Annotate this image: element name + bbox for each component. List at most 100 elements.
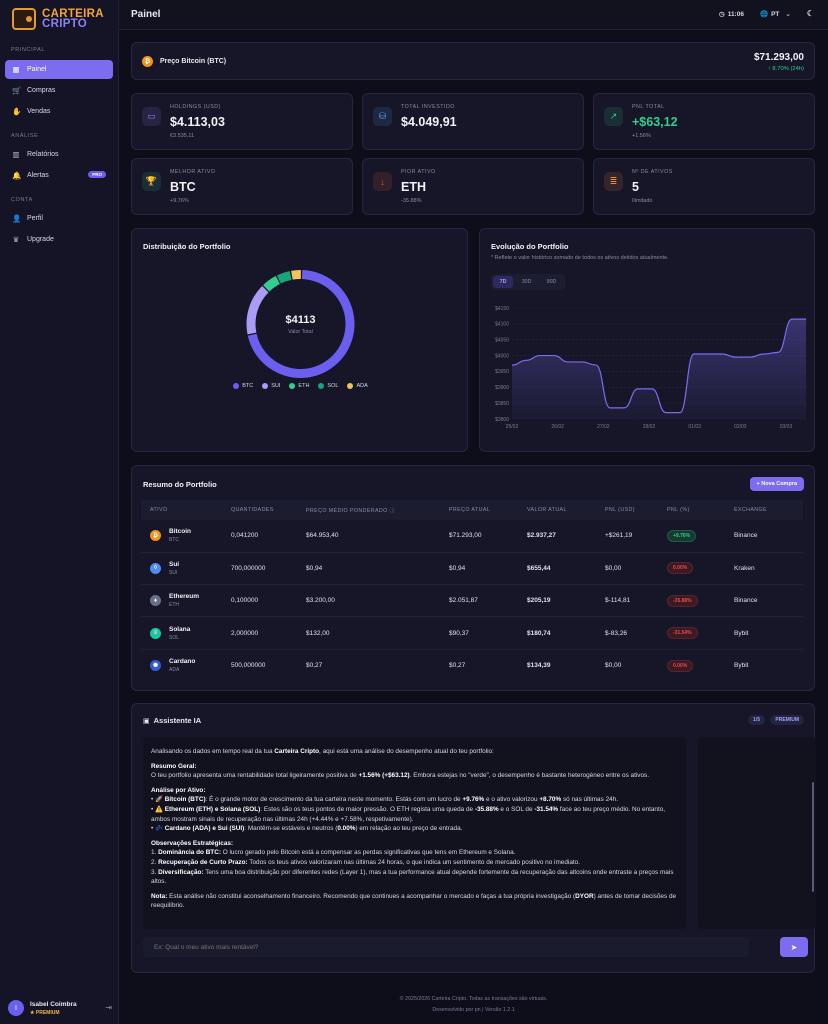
legend-item[interactable]: SUI xyxy=(262,383,280,389)
cell-avg-price: $64.953,40 xyxy=(306,520,449,553)
cart-icon: 🛒 xyxy=(12,86,22,95)
stat-label: PIOR ATIVO xyxy=(401,169,436,175)
legend-dot xyxy=(347,383,354,389)
nav-section-conta: CONTA xyxy=(11,197,33,203)
user-profile[interactable]: I Isabel Coimbra ★ PREMIUM ⇥ xyxy=(8,998,114,1018)
bitcoin-icon: ₿ xyxy=(150,530,161,542)
ai-disclaimer: Nota: Esta análise não constitui aconsel… xyxy=(151,892,677,910)
range-90d-button[interactable]: 90D xyxy=(546,279,557,285)
cell-exchange: Bybit xyxy=(734,616,803,650)
cell-exchange: Bybit xyxy=(734,662,749,670)
sidebar-item-painel[interactable]: ▦ Painel xyxy=(5,60,113,79)
send-icon: ➤ xyxy=(790,942,798,952)
range-30d-button[interactable]: 30D xyxy=(521,279,532,285)
ai-response-panel[interactable]: Analisando os dados em tempo real da tua… xyxy=(143,737,686,929)
cell-quantity: 500,000000 xyxy=(231,662,266,670)
y-tick-label: $3800 xyxy=(495,417,509,423)
stat-card: ≣ Nº DE ATIVOS 5 Ilimitado xyxy=(593,158,815,215)
btc-price-change: ↑ 8.70% (24h) xyxy=(754,66,804,72)
sidebar-item-label: Vendas xyxy=(27,108,51,115)
sidebar-item-label: Relatórios xyxy=(27,151,59,158)
table-row[interactable]: ≡ Solana SOL 2,000000 $132,00 $90,37 $180,74 $-… xyxy=(141,616,803,650)
arrow-up-icon: ↑ xyxy=(767,66,773,72)
logo-text-line1: CARTEIRA xyxy=(42,8,104,20)
cell-exchange: Binance xyxy=(734,584,803,618)
ai-title: Assistente IA xyxy=(153,716,202,725)
asset-name: Ethereum xyxy=(169,593,199,601)
sidebar-item-perfil[interactable]: 👤 Perfil xyxy=(5,209,113,228)
x-tick-label: 02/03 xyxy=(734,424,747,430)
arrow-down-icon: ↓ xyxy=(373,172,392,191)
star-icon: ★ xyxy=(30,1009,36,1016)
x-tick-label: 28/02 xyxy=(643,424,656,430)
table-row[interactable]: ₿ Bitcoin BTC 0,041200 $64.953,40 $71.293,00 $… xyxy=(141,520,803,553)
legend-label: SOL xyxy=(327,383,339,389)
donut-slice-sol[interactable] xyxy=(276,271,292,284)
pnl-percent-badge: 0.00% xyxy=(667,659,694,672)
donut-slice-sui[interactable] xyxy=(246,286,269,335)
stat-sub: €3.535,11 xyxy=(170,133,195,139)
new-purchase-button[interactable]: + Nova Compra xyxy=(749,477,804,491)
cell-current-price: $2.051,87 xyxy=(449,584,527,618)
legend-item[interactable]: ETH xyxy=(289,383,309,389)
cell-quantity: 700,000000 xyxy=(231,552,306,586)
btc-change-text: 8.70% (24h) xyxy=(772,66,804,72)
ai-scrollbar[interactable] xyxy=(812,782,814,892)
nav-section-analise: ANÁLISE xyxy=(11,133,39,139)
table-row[interactable]: ◊ Sui SUI 700,000000 $0,94 $0,94 $655,44 $0,00 0… xyxy=(141,552,803,586)
chevron-down-icon: ⌄ xyxy=(785,10,791,18)
app-logo[interactable]: CARTEIRA CRIPTO xyxy=(12,8,104,30)
cell-pnl-usd: +$261,19 xyxy=(605,520,667,553)
donut-slice-eth[interactable] xyxy=(263,276,280,292)
sidebar-item-vendas[interactable]: ✋ Vendas xyxy=(5,102,113,121)
language-selector[interactable]: 🌐 PT ⌄ xyxy=(760,10,791,18)
logout-icon[interactable]: ⇥ xyxy=(105,1003,112,1012)
sidebar-item-relatorios[interactable]: ▥ Relatórios xyxy=(5,145,113,164)
header: Painel ◷ 11:06 🌐 PT ⌄ ☾ xyxy=(119,0,828,30)
footer-copyright: © 2025/2026 Carteira Cripto. Todas as tr… xyxy=(399,996,548,1002)
cell-quantity: 2,000000 xyxy=(231,616,306,650)
cell-current-price: $0,27 xyxy=(449,662,466,670)
cell-current-value: $655,44 xyxy=(527,552,605,586)
legend-item[interactable]: ADA xyxy=(347,383,368,389)
table-row[interactable]: ✺ Cardano ADA 500,000000 $0,27 $0,27 $134,39 $0… xyxy=(141,649,803,681)
user-plan: ★ PREMIUM xyxy=(30,1010,77,1016)
y-tick-label: $3950 xyxy=(495,369,509,375)
ai-summary: Resumo Geral: O teu portfolio apresenta u… xyxy=(151,762,650,780)
x-tick-label: 27/02 xyxy=(597,424,610,430)
theme-toggle[interactable]: ☾ xyxy=(807,9,814,18)
cell-exchange: Kraken xyxy=(734,552,803,586)
donut-center-value: $4113 xyxy=(285,314,316,326)
sidebar-item-alertas[interactable]: 🔔 Alertas PRO xyxy=(5,166,113,185)
donut-slice-ada[interactable] xyxy=(291,270,301,280)
cell-current-price: $0,94 xyxy=(449,552,527,586)
asset-name: Solana xyxy=(169,625,191,633)
legend-item[interactable]: SOL xyxy=(318,383,338,389)
table-row[interactable]: ♦ Ethereum ETH 0,100000 $3.200,00 $2.051,87 $2… xyxy=(141,584,803,618)
sidebar-item-upgrade[interactable]: ♛ Upgrade xyxy=(5,230,113,249)
x-tick-label: 25/02 xyxy=(506,424,519,430)
sidebar-item-compras[interactable]: 🛒 Compras xyxy=(5,81,113,100)
coins-icon: ⛁ xyxy=(373,107,392,126)
area-fill xyxy=(512,319,806,419)
column-header: PREÇO MÉDIO PONDERADO ⓘ xyxy=(306,500,449,520)
distribution-card: Distribuição do Portfolio $4113 Valor To… xyxy=(131,228,468,452)
cell-avg-price: $0,94 xyxy=(306,552,449,586)
grid-icon: ▦ xyxy=(12,65,20,74)
ai-side-panel xyxy=(698,737,816,929)
ai-observations: Observações Estratégicas: 1. Dominância … xyxy=(151,839,674,886)
donut-chart xyxy=(246,270,355,378)
asset-name: Sui xyxy=(169,560,180,568)
asset-symbol: BTC xyxy=(169,537,179,544)
range-7d-button[interactable]: 7D xyxy=(493,276,514,288)
legend-item[interactable]: BTC xyxy=(233,383,253,389)
stat-label: HOLDINGS (USD) xyxy=(170,104,221,110)
user-plan-label: PREMIUM xyxy=(35,1009,60,1016)
ai-question-input[interactable] xyxy=(143,937,749,957)
column-header: ATIVO xyxy=(141,500,231,520)
legend-label: ETH xyxy=(298,383,310,389)
cell-current-value: $180,74 xyxy=(527,616,605,650)
distribution-title: Distribuição do Portfolio xyxy=(143,242,231,251)
cell-quantity: 0,041200 xyxy=(231,520,306,553)
send-button[interactable]: ➤ xyxy=(780,937,808,957)
